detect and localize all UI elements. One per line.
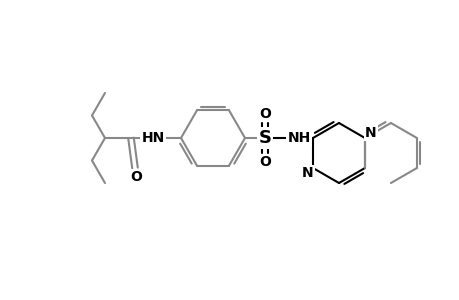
Text: O: O (258, 107, 270, 121)
Text: S: S (258, 129, 271, 147)
Text: N: N (302, 166, 313, 180)
Text: HN: HN (141, 131, 164, 145)
Text: O: O (258, 155, 270, 169)
Text: N: N (364, 126, 376, 140)
Text: O: O (130, 170, 142, 184)
Text: NH: NH (287, 131, 310, 145)
